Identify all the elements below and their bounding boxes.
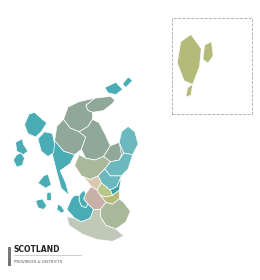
Polygon shape [38,132,55,157]
Bar [8,247,11,266]
Polygon shape [83,186,106,209]
Polygon shape [203,42,213,63]
Polygon shape [75,155,110,179]
Polygon shape [55,119,86,155]
Bar [172,18,252,114]
Polygon shape [177,34,201,84]
Polygon shape [24,112,47,137]
Polygon shape [86,96,115,112]
Polygon shape [104,142,121,162]
Polygon shape [63,98,95,132]
Polygon shape [110,176,121,195]
Text: PROVINCES & DISTRICTS: PROVINCES & DISTRICTS [14,260,62,264]
Polygon shape [67,195,94,222]
Polygon shape [57,204,65,213]
Polygon shape [122,77,133,88]
Polygon shape [38,174,51,188]
Text: SCOTLAND: SCOTLAND [14,245,60,254]
Polygon shape [47,192,51,201]
Polygon shape [98,169,121,190]
Polygon shape [105,82,122,95]
Polygon shape [104,142,124,162]
Polygon shape [81,176,101,190]
Polygon shape [67,209,124,241]
Polygon shape [52,141,75,195]
Polygon shape [79,190,88,208]
Polygon shape [36,199,47,209]
Polygon shape [100,199,130,229]
Polygon shape [16,139,28,155]
Polygon shape [100,190,119,204]
Polygon shape [119,127,138,155]
Polygon shape [105,153,133,176]
Polygon shape [97,183,113,197]
Polygon shape [79,119,110,160]
Polygon shape [186,84,193,97]
Polygon shape [13,153,24,167]
